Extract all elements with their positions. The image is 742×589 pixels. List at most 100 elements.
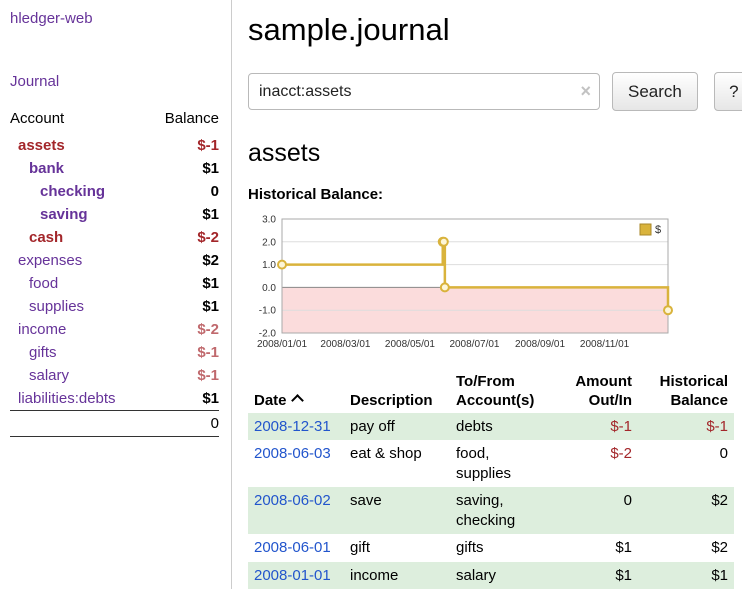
register-description: gift: [344, 534, 450, 562]
register-amount: $1: [554, 534, 638, 562]
data-point-marker: [440, 238, 448, 246]
nav-journal-link[interactable]: Journal: [10, 73, 219, 90]
register-balance: $1: [638, 562, 734, 589]
register-date-link[interactable]: 2008-06-01: [254, 539, 331, 556]
account-balance: $-2: [148, 226, 219, 249]
account-name-cell: food: [10, 272, 148, 295]
register-column-label: Historical Balance: [660, 373, 728, 409]
account-link[interactable]: income: [18, 321, 66, 338]
page-title: sample.journal: [248, 12, 742, 48]
register-balance: $2: [638, 487, 734, 534]
data-point-marker: [664, 306, 672, 314]
account-row: cash $-2: [10, 226, 219, 249]
account-link[interactable]: bank: [29, 160, 64, 177]
legend-label: $: [655, 224, 661, 236]
y-tick-label: 3.0: [262, 215, 276, 226]
account-name-cell: supplies: [10, 295, 148, 318]
sort-asc-icon: [291, 394, 304, 407]
register-date-cell: 2008-01-01: [248, 562, 344, 589]
account-balance: 0: [148, 180, 219, 203]
register-description: eat & shop: [344, 440, 450, 487]
register-date-cell: 2008-06-03: [248, 440, 344, 487]
register-column-label: To/From Account(s): [456, 373, 534, 409]
x-tick-label: 2008/11/01: [580, 339, 630, 350]
chart-title: Historical Balance:: [248, 186, 742, 203]
account-link[interactable]: checking: [40, 183, 105, 200]
help-button[interactable]: ?: [714, 72, 742, 111]
account-link[interactable]: liabilities:debts: [18, 390, 116, 407]
register-date-cell: 2008-06-02: [248, 487, 344, 534]
register-column-header: To/From Account(s): [450, 371, 554, 413]
account-row: gifts $-1: [10, 341, 219, 364]
register-accounts: food, supplies: [450, 440, 554, 487]
account-link[interactable]: salary: [29, 367, 69, 384]
account-link[interactable]: food: [29, 275, 58, 292]
y-tick-label: 0.0: [262, 283, 276, 294]
account-row: food $1: [10, 272, 219, 295]
register-column-header[interactable]: Date: [248, 371, 344, 413]
account-balance: $1: [148, 203, 219, 226]
account-balance: $2: [148, 249, 219, 272]
account-name-cell: liabilities:debts: [10, 387, 148, 411]
account-balance: $1: [148, 157, 219, 180]
data-point-marker: [441, 283, 449, 291]
brand-link[interactable]: hledger-web: [10, 10, 219, 27]
account-name-cell: bank: [10, 157, 148, 180]
x-tick-label: 2008/03/01: [320, 339, 370, 350]
account-link[interactable]: expenses: [18, 252, 82, 269]
account-balance: $1: [148, 295, 219, 318]
account-link[interactable]: saving: [40, 206, 88, 223]
register-balance: 0: [638, 440, 734, 487]
account-row: assets$-1: [10, 134, 219, 157]
y-tick-label: 1.0: [262, 260, 276, 271]
account-link[interactable]: supplies: [29, 298, 84, 315]
register-amount: $-1: [554, 413, 638, 441]
search-button[interactable]: Search: [612, 72, 698, 111]
register-column-label: Date: [254, 392, 287, 409]
account-row: salary $-1: [10, 364, 219, 387]
search-input-wrap: ×: [248, 73, 600, 110]
account-link[interactable]: gifts: [29, 344, 57, 361]
account-name-cell: expenses: [10, 249, 148, 272]
sidebar: hledger-web Journal Account Balance asse…: [0, 0, 232, 589]
accounts-column-account: Account: [10, 110, 148, 134]
account-balance: $-1: [148, 364, 219, 387]
x-tick-label: 2008/01/01: [257, 339, 307, 350]
accounts-total-spacer: [10, 411, 148, 437]
accounts-column-balance: Balance: [148, 110, 219, 134]
account-link[interactable]: assets: [18, 137, 65, 154]
account-balance: $1: [148, 272, 219, 295]
account-name-cell: income: [10, 318, 148, 341]
register-date-link[interactable]: 2008-01-01: [254, 567, 331, 584]
account-row: bank $1: [10, 157, 219, 180]
account-balance: $-2: [148, 318, 219, 341]
main-content: sample.journal × Search ? assets Histori…: [232, 0, 742, 589]
x-tick-label: 2008/07/01: [449, 339, 499, 350]
x-tick-label: 2008/05/01: [385, 339, 435, 350]
register-amount: $1: [554, 562, 638, 589]
account-balance: $-1: [148, 341, 219, 364]
account-name-cell: salary: [10, 364, 148, 387]
register-balance: $2: [638, 534, 734, 562]
legend-swatch-icon: [640, 224, 651, 235]
register-column-header: Description: [344, 371, 450, 413]
register-balance: $-1: [638, 413, 734, 441]
clear-search-icon[interactable]: ×: [580, 81, 591, 101]
search-bar: × Search ?: [248, 72, 742, 111]
register-date-link[interactable]: 2008-06-02: [254, 492, 331, 509]
register-date-link[interactable]: 2008-12-31: [254, 418, 331, 435]
register-column-header: Historical Balance: [638, 371, 734, 413]
account-row: checking 0: [10, 180, 219, 203]
data-point-marker: [278, 261, 286, 269]
register-date-link[interactable]: 2008-06-03: [254, 445, 331, 462]
account-link[interactable]: cash: [29, 229, 63, 246]
search-input[interactable]: [248, 73, 600, 110]
y-tick-label: -1.0: [259, 306, 277, 317]
account-balance: $1: [148, 387, 219, 411]
register-accounts: gifts: [450, 534, 554, 562]
